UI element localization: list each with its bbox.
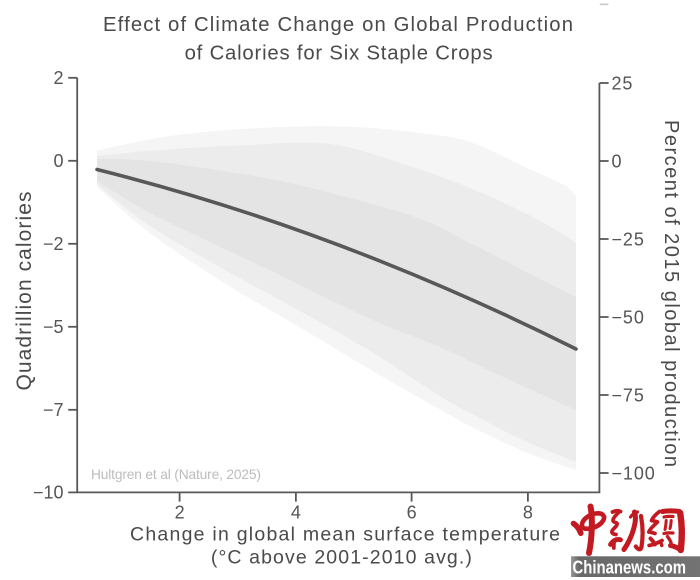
svg-text:−7: −7 bbox=[43, 400, 64, 420]
svg-text:0: 0 bbox=[612, 151, 623, 171]
svg-text:Chinanews.com: Chinanews.com bbox=[573, 557, 687, 578]
svg-text:0: 0 bbox=[53, 151, 63, 171]
svg-text:−100: −100 bbox=[612, 463, 656, 483]
svg-text:−5: −5 bbox=[43, 317, 64, 337]
svg-text:4: 4 bbox=[291, 503, 301, 523]
svg-text:Percent of 2015 global product: Percent of 2015 global production bbox=[660, 120, 682, 467]
svg-text:−2: −2 bbox=[43, 234, 64, 254]
svg-text:6: 6 bbox=[407, 503, 417, 523]
svg-text:2: 2 bbox=[175, 503, 185, 523]
svg-text:Effect of Climate Change on Gl: Effect of Climate Change on Global Produ… bbox=[103, 14, 573, 36]
svg-text:−25: −25 bbox=[612, 229, 645, 249]
svg-text:Change in global mean surface: Change in global mean surface temperatur… bbox=[130, 523, 560, 545]
svg-text:−10: −10 bbox=[33, 483, 64, 503]
svg-text:25: 25 bbox=[612, 73, 634, 93]
svg-text:−75: −75 bbox=[612, 385, 645, 405]
svg-text:Quadrillion calories: Quadrillion calories bbox=[13, 192, 36, 391]
svg-text:−50: −50 bbox=[612, 307, 645, 327]
svg-text:(°C above 2001-2010 avg.): (°C above 2001-2010 avg.) bbox=[211, 547, 472, 569]
svg-text:8: 8 bbox=[523, 503, 533, 523]
svg-text:2: 2 bbox=[53, 68, 63, 88]
svg-text:of Calories for Six Staple Cro: of Calories for Six Staple Crops bbox=[185, 42, 493, 64]
svg-text:Hultgren et al (Nature, 2025): Hultgren et al (Nature, 2025) bbox=[91, 467, 261, 482]
